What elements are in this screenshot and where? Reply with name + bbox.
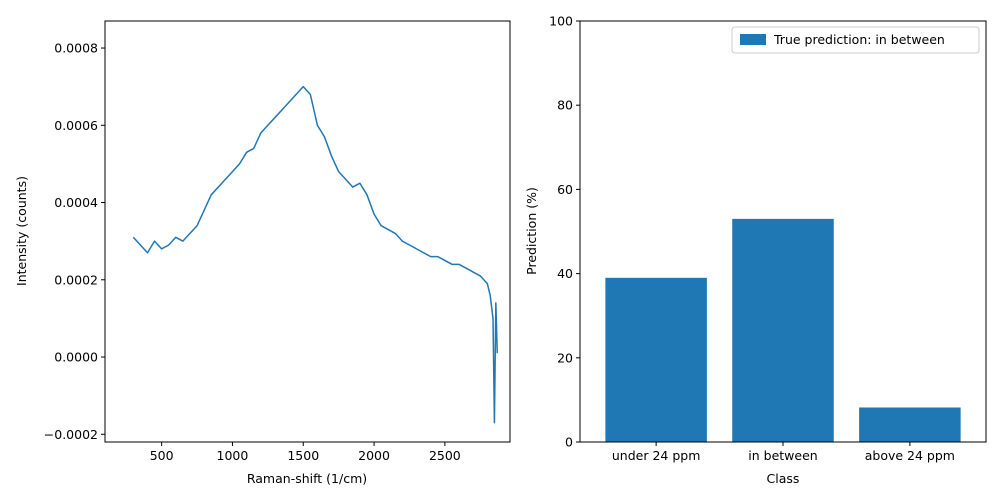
left-y-tick-label: 0.0002 [54,272,98,287]
prediction-bar-chart: under 24 ppm in between above 24 ppm 0 20 40… [524,14,987,486]
bar-2 [859,407,961,442]
left-y-tick-label: 0.0006 [54,118,98,133]
left-x-tick-label: 2500 [429,448,461,463]
right-y-tick-label: 80 [557,98,573,113]
left-x-tick-label: 1500 [287,448,319,463]
bar-0 [605,277,707,442]
right-x-tick-label: under 24 ppm [612,448,701,463]
left-y-axis-label: Intensity (counts) [14,176,29,286]
right-y-tick-label: 0 [565,435,573,450]
left-x-tick-label: 1000 [217,448,249,463]
left-y-ticks: −0.0002 0.0000 0.0002 0.0004 0.0006 0.0008 [44,41,105,442]
raman-spectrum-chart: 500 1000 1500 2000 2500 −0.0002 0.0000 0.0002 0… [14,20,511,486]
left-y-tick-label: 0.0000 [54,350,98,365]
right-y-tick-label: 100 [549,14,573,29]
right-x-tick-label: in between [748,448,817,463]
right-x-ticks: under 24 ppm in between above 24 ppm [612,442,955,463]
right-y-tick-label: 60 [557,182,573,197]
right-y-ticks: 0 20 40 60 80 100 [549,14,580,450]
raman-spectrum-line-layer [132,85,499,424]
left-y-tick-label: 0.0004 [54,195,98,210]
left-x-tick-label: 500 [150,448,174,463]
left-x-axis-label: Raman-shift (1/cm) [247,471,367,486]
raman-spectrum-line [132,85,499,424]
legend-swatch [740,34,766,45]
right-x-tick-label: above 24 ppm [865,448,955,463]
legend: True prediction: in between [731,26,980,54]
prediction-bars [605,218,961,442]
right-y-tick-label: 20 [557,350,573,365]
right-y-tick-label: 40 [557,266,573,281]
bar-1 [732,218,834,442]
left-axes-frame [104,20,511,443]
left-y-tick-label: 0.0008 [54,41,98,56]
left-y-tick-label: −0.0002 [44,427,98,442]
right-x-axis-label: Class [767,471,800,486]
legend-frame [731,26,980,54]
left-x-ticks: 500 1000 1500 2000 2500 [150,442,461,463]
legend-label: True prediction: in between [773,32,945,47]
right-y-axis-label: Prediction (%) [524,187,539,275]
left-x-tick-label: 2000 [358,448,390,463]
